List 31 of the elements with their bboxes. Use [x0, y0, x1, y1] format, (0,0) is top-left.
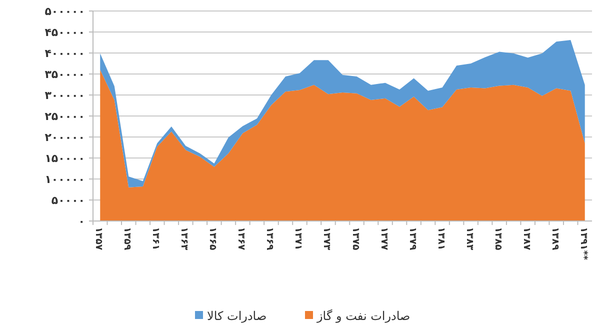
x-tick-label: ۱۳۶۷	[236, 227, 247, 250]
x-tick-label: ۱۳۸۱	[435, 227, 446, 250]
y-tick-label: ۵۰۰۰۰	[51, 194, 85, 207]
x-tick-label: ۱۳۶۹	[264, 227, 276, 250]
y-tick-label: ۱۰۰۰۰۰	[44, 172, 85, 186]
y-tick-label: ۲۰۰۰۰۰	[44, 130, 85, 144]
x-tick-label: ۱۳۸۹	[549, 227, 560, 250]
x-tick-label: ۱۳۷۳	[321, 227, 332, 250]
x-tick-label: ۱۳۶۱	[150, 227, 162, 250]
legend-label: صادرات کالا	[207, 309, 267, 324]
x-tick-label: ۱۳۹۱**	[578, 227, 589, 260]
y-tick-label: ۵۰۰۰۰۰	[44, 4, 85, 18]
y-tick-label: ۰	[78, 214, 85, 228]
x-tick-label: ۱۳۶۳	[178, 227, 190, 250]
x-tick-label: ۱۳۵۹	[122, 227, 133, 250]
y-tick-label: ۳۵۰۰۰۰	[44, 68, 85, 81]
x-tick-label: ۱۳۷۹	[406, 227, 418, 250]
x-tick-label: ۱۳۵۷	[93, 227, 104, 250]
y-tick-label: ۴۰۰۰۰۰	[44, 46, 85, 60]
x-tick-label: ۱۳۸۳	[464, 227, 475, 250]
x-tick-label: ۱۳۸۵	[492, 227, 504, 250]
x-tick-label: ۱۳۷۷	[378, 227, 390, 250]
y-tick-label: ۴۵۰۰۰۰	[44, 26, 85, 39]
legend-label: صادرات نفت و گاز	[316, 309, 410, 324]
y-tick-label: ۳۰۰۰۰۰	[44, 88, 85, 102]
x-tick-label: ۱۳۸۷	[520, 227, 532, 250]
x-tick-label: ۱۳۷۵	[350, 227, 361, 250]
y-tick-label: ۲۵۰۰۰۰	[44, 110, 85, 123]
x-tick-label: ۱۳۶۵	[207, 227, 218, 250]
x-tick-label: ۱۳۷۱	[292, 227, 304, 250]
y-tick-label: ۱۵۰۰۰۰	[44, 152, 85, 165]
